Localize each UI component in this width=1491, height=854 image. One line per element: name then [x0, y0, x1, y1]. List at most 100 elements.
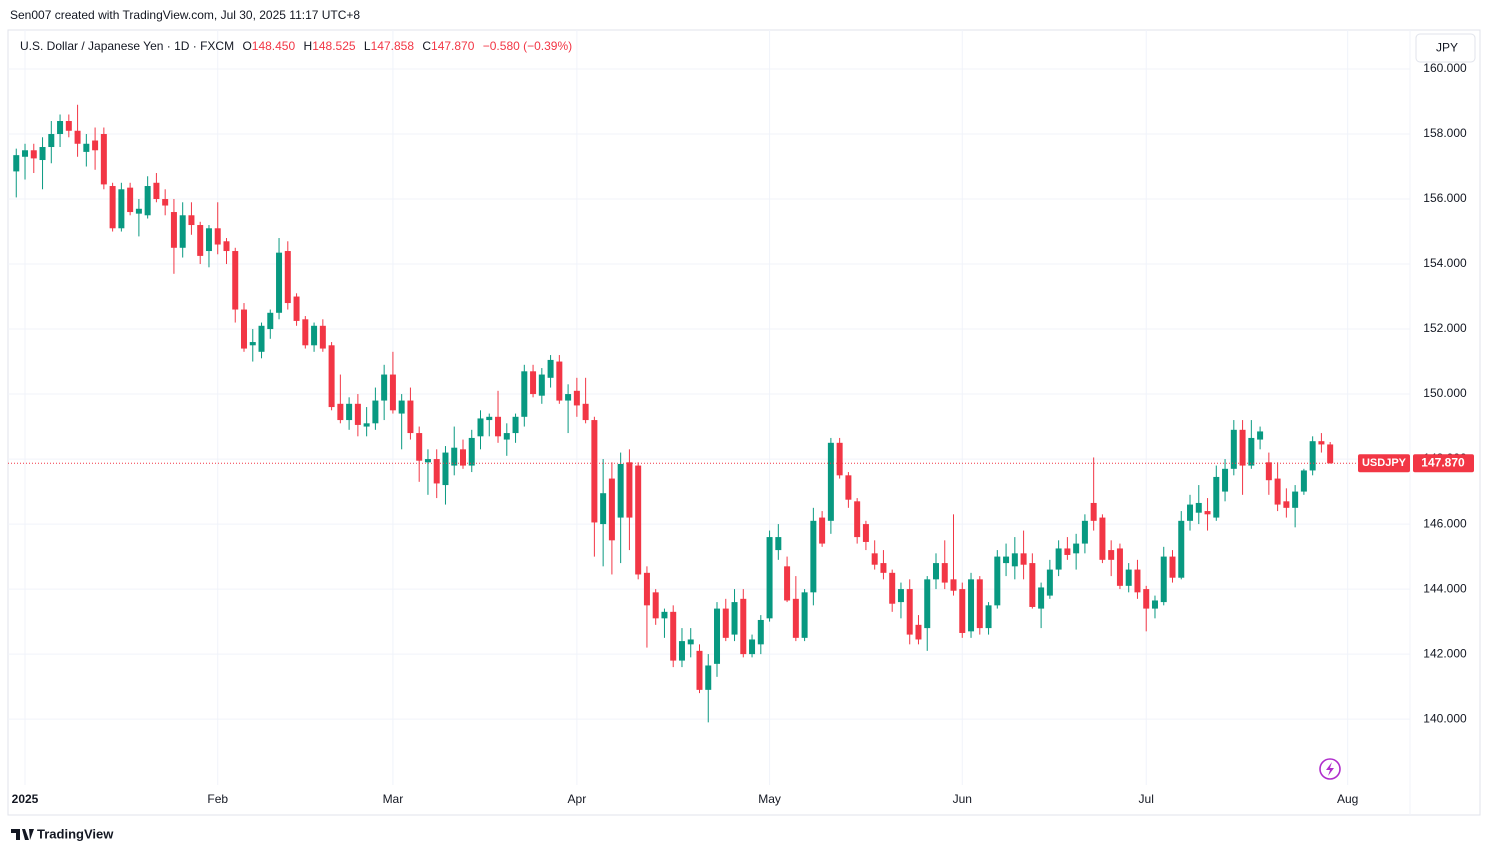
candle-body	[626, 462, 633, 518]
candle-body	[547, 359, 554, 378]
candle-body	[1116, 548, 1123, 586]
candle-body	[617, 463, 624, 518]
candle-body	[57, 121, 64, 135]
candle-body	[319, 325, 326, 349]
candle-body	[468, 437, 475, 466]
y-tick-label: 160.000	[1423, 61, 1467, 75]
symbol-label-bg	[1358, 454, 1410, 473]
candle-body	[127, 187, 134, 213]
candle-body	[1055, 548, 1062, 570]
candle-body	[1090, 502, 1097, 521]
ohlc-value: 147.870	[431, 39, 475, 53]
candle-body	[792, 598, 799, 638]
y-tick-label: 158.000	[1423, 126, 1467, 140]
candle-body	[871, 553, 878, 565]
candle-body	[1143, 589, 1150, 609]
candle-body	[722, 608, 729, 638]
candle-body	[1038, 587, 1045, 609]
brand-logo	[11, 829, 34, 840]
currency-button[interactable]: JPY	[1436, 41, 1458, 55]
candles	[13, 104, 1334, 723]
candle-body	[363, 423, 370, 427]
chart-frame	[7, 29, 1481, 816]
candle-body	[1020, 553, 1027, 565]
attribution: Sen007 created with TradingView.com, Jul…	[10, 8, 361, 22]
candle-body	[144, 186, 151, 216]
candle-body	[48, 134, 55, 148]
candle-body	[442, 452, 449, 486]
candle-body	[976, 579, 983, 629]
candle-body	[687, 639, 694, 645]
candle-body	[652, 592, 659, 619]
x-tick-label: Feb	[207, 792, 228, 806]
candle-body	[906, 589, 913, 635]
candle-body	[39, 147, 46, 161]
ohlc-value: 148.525	[312, 39, 356, 53]
candle-body	[661, 611, 668, 619]
candle-body	[179, 215, 186, 248]
candle-body	[678, 641, 685, 661]
candle-body	[1029, 563, 1036, 607]
candle-body	[1125, 569, 1132, 586]
candle-body	[1064, 548, 1071, 555]
candle-body	[267, 312, 274, 330]
candle-body	[284, 251, 291, 304]
candle-body	[810, 520, 817, 593]
x-tick-label: Jul	[1139, 792, 1154, 806]
candle-body	[433, 459, 440, 484]
y-tick-label: 152.000	[1423, 321, 1467, 335]
candle-body	[915, 624, 922, 640]
candle-body	[521, 371, 528, 417]
candle-body	[1195, 502, 1202, 513]
candle-body	[205, 228, 212, 252]
candle-body	[784, 566, 791, 601]
candle-body	[1213, 476, 1220, 518]
candle-body	[635, 465, 642, 575]
candle-body	[827, 442, 834, 521]
candle-body	[407, 400, 414, 434]
candle-body	[1099, 517, 1106, 560]
candle-body	[608, 478, 615, 541]
candle-body	[591, 420, 598, 523]
candle-body	[1300, 470, 1307, 492]
candle-body	[1292, 491, 1299, 508]
candle-body	[1073, 543, 1080, 554]
y-tick-label: 140.000	[1423, 711, 1467, 725]
candle-body	[924, 579, 931, 629]
candle-body	[1239, 429, 1246, 466]
candle-body	[398, 400, 405, 414]
y-tick-label: 142.000	[1423, 646, 1467, 660]
candle-body	[1283, 501, 1290, 508]
candle-body	[538, 374, 545, 396]
flash-icon	[1319, 758, 1341, 780]
candle-body	[328, 345, 335, 408]
candle-body	[1265, 462, 1272, 481]
currency-button-bg[interactable]	[1415, 33, 1476, 63]
candle-body	[83, 143, 90, 152]
candle-body	[118, 189, 125, 229]
candle-body	[302, 319, 309, 346]
ohlc-key: H	[303, 39, 313, 53]
x-tick-label: Mar	[383, 792, 404, 806]
candle-body	[1309, 441, 1316, 471]
candle-body	[1327, 444, 1334, 464]
candle-body	[932, 563, 939, 580]
candle-body	[836, 442, 843, 476]
candle-body	[1187, 504, 1194, 521]
candle-body	[696, 650, 703, 690]
y-tick-label: 146.000	[1423, 516, 1467, 530]
last-price-label: 147.870	[1421, 455, 1465, 469]
candle-body	[92, 140, 99, 151]
candle-body	[249, 342, 256, 346]
candle-body	[13, 155, 20, 172]
candle-body	[968, 579, 975, 632]
candle-body	[1274, 478, 1281, 505]
candle-body	[1011, 553, 1018, 567]
candle-body	[670, 611, 677, 661]
candle-body	[740, 598, 747, 655]
candle-body	[232, 251, 239, 310]
candle-body	[1108, 550, 1115, 560]
candle-body	[1230, 429, 1237, 469]
